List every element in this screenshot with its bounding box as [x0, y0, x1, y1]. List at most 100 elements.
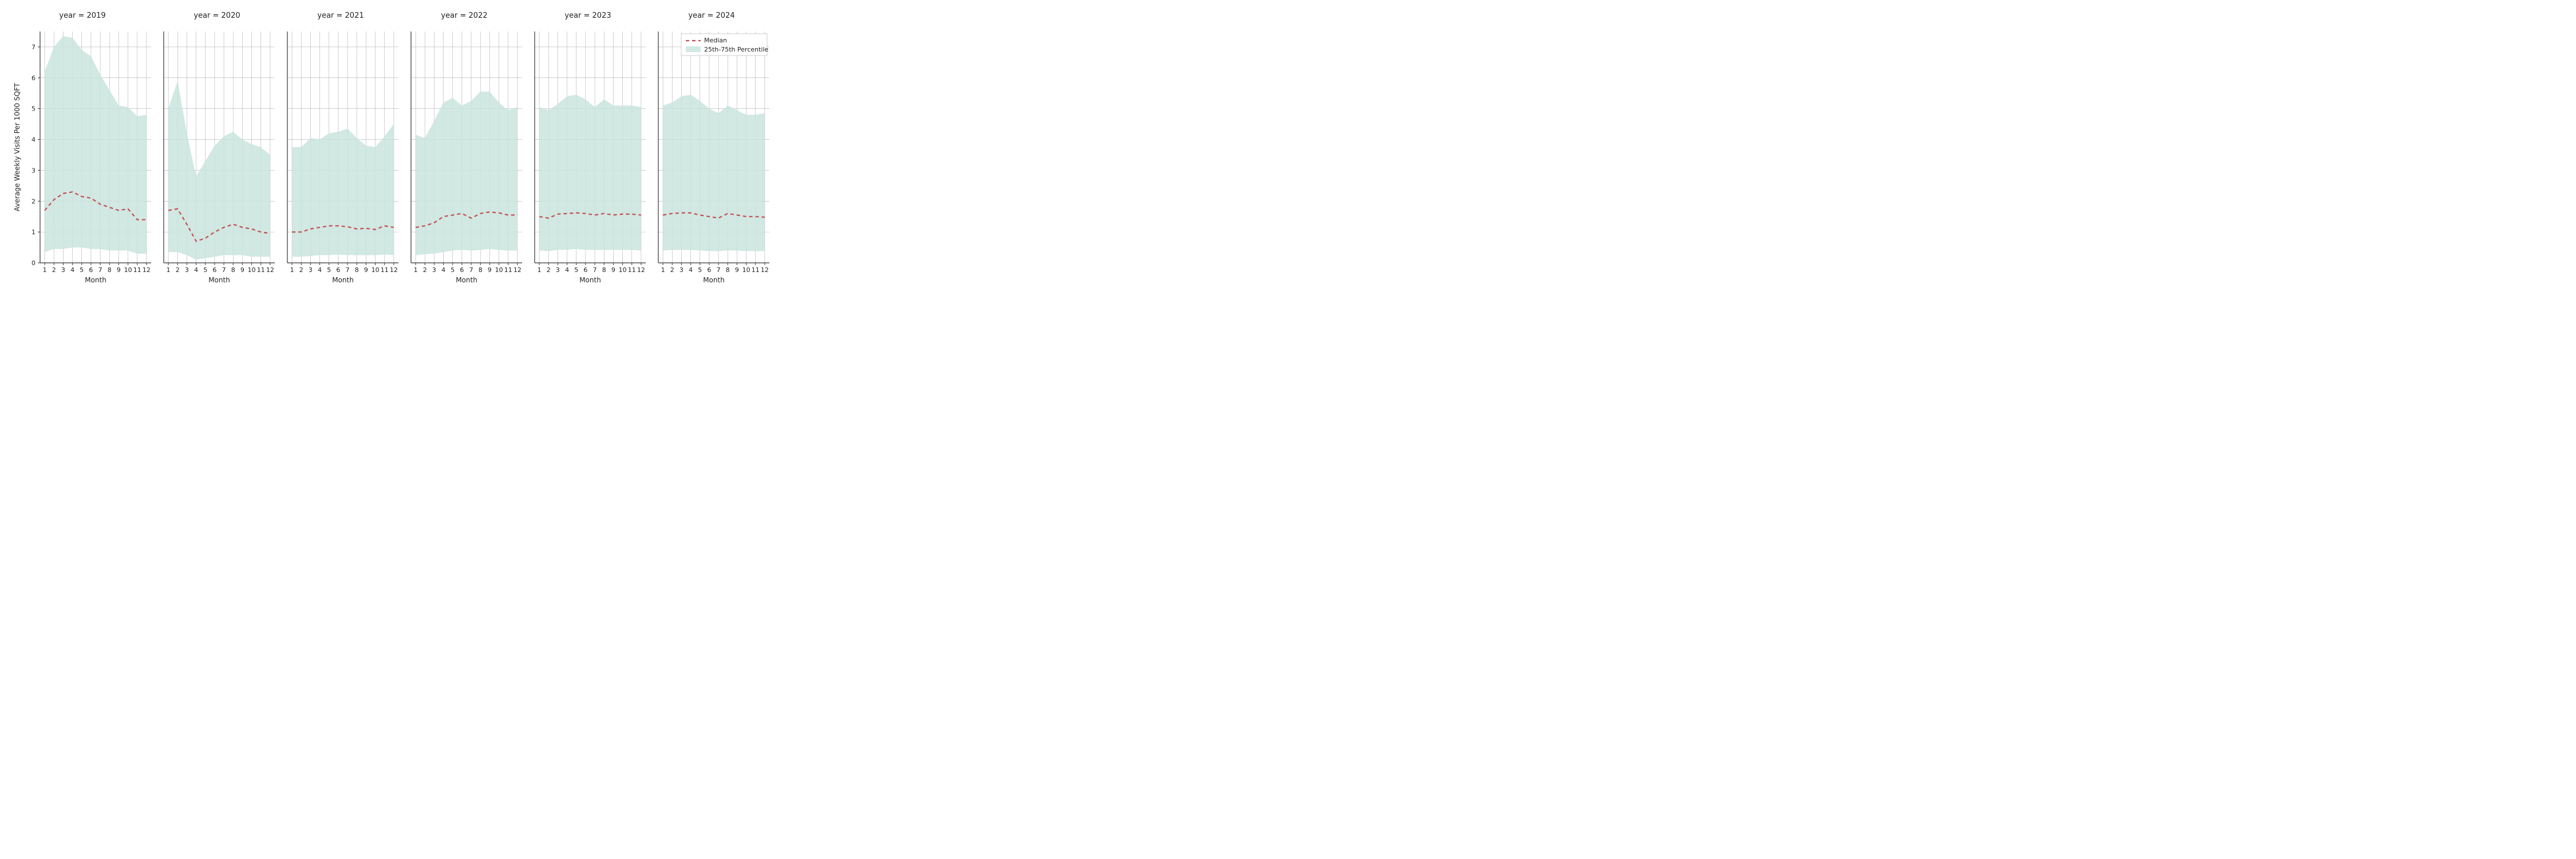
- percentile-band: [539, 94, 641, 251]
- panel: year = 2021 123456789101112Month: [280, 11, 401, 286]
- panel-svg: 123456789101112Month: [528, 22, 648, 286]
- x-tick-label: 1: [167, 266, 171, 274]
- x-tick-label: 7: [469, 266, 473, 274]
- x-tick-label: 6: [336, 266, 340, 274]
- x-tick-label: 6: [89, 266, 93, 274]
- x-tick-label: 8: [726, 266, 730, 274]
- y-tick-label: 5: [31, 105, 35, 113]
- y-tick-label: 7: [31, 44, 35, 51]
- x-tick-label: 11: [504, 266, 512, 274]
- x-tick-label: 3: [679, 266, 683, 274]
- x-tick-label: 7: [222, 266, 226, 274]
- x-tick-label: 5: [451, 266, 455, 274]
- x-tick-label: 8: [355, 266, 359, 274]
- x-tick-label: 11: [628, 266, 636, 274]
- x-tick-label: 2: [52, 266, 56, 274]
- x-tick-label: 3: [61, 266, 65, 274]
- x-tick-label: 9: [611, 266, 615, 274]
- x-tick-label: 10: [372, 266, 380, 274]
- x-tick-label: 1: [414, 266, 418, 274]
- x-tick-label: 8: [108, 266, 112, 274]
- x-tick-label: 5: [698, 266, 702, 274]
- x-tick-label: 2: [547, 266, 551, 274]
- x-tick-label: 4: [194, 266, 198, 274]
- x-tick-label: 9: [117, 266, 121, 274]
- y-tick-label: 2: [31, 198, 35, 205]
- panel-title: year = 2022: [441, 11, 487, 20]
- x-tick-label: 9: [364, 266, 368, 274]
- legend-band-label: 25th-75th Percentile: [704, 46, 769, 53]
- percentile-band: [168, 81, 270, 259]
- x-tick-label: 6: [212, 266, 216, 274]
- x-tick-label: 6: [460, 266, 464, 274]
- panel-title: year = 2024: [688, 11, 734, 20]
- x-tick-label: 5: [203, 266, 207, 274]
- x-axis-label: Month: [332, 276, 354, 284]
- x-tick-label: 4: [441, 266, 445, 274]
- percentile-band: [663, 94, 765, 251]
- x-tick-label: 5: [80, 266, 84, 274]
- percentile-band: [45, 36, 147, 254]
- x-tick-label: 12: [761, 266, 769, 274]
- x-tick-label: 1: [661, 266, 665, 274]
- legend-median-label: Median: [704, 37, 727, 44]
- percentile-band: [292, 124, 394, 257]
- x-tick-label: 8: [479, 266, 483, 274]
- x-tick-label: 3: [556, 266, 560, 274]
- panel-svg: 123456789101112Month01234567Average Week…: [11, 22, 153, 286]
- x-tick-label: 8: [602, 266, 606, 274]
- panel-svg: 123456789101112Month: [404, 22, 524, 286]
- x-tick-label: 10: [495, 266, 503, 274]
- x-tick-label: 2: [299, 266, 303, 274]
- x-tick-label: 10: [124, 266, 132, 274]
- x-tick-label: 5: [574, 266, 578, 274]
- x-axis-label: Month: [85, 276, 106, 284]
- y-tick-label: 3: [31, 167, 35, 174]
- x-tick-label: 2: [423, 266, 427, 274]
- x-tick-label: 8: [231, 266, 235, 274]
- x-tick-label: 4: [565, 266, 569, 274]
- x-tick-label: 4: [318, 266, 322, 274]
- panel: year = 2022 123456789101112Month: [404, 11, 524, 286]
- x-tick-label: 1: [43, 266, 47, 274]
- panel: year = 2023 123456789101112Month: [528, 11, 648, 286]
- x-axis-label: Month: [579, 276, 601, 284]
- panel-svg: 123456789101112Month: [157, 22, 277, 286]
- x-tick-label: 2: [176, 266, 180, 274]
- panel: year = 2020 123456789101112Month: [157, 11, 277, 286]
- panel-title: year = 2023: [564, 11, 611, 20]
- y-axis-label: Average Weekly Visits Per 1000 SQFT: [13, 82, 21, 211]
- x-tick-label: 2: [670, 266, 674, 274]
- x-tick-label: 12: [390, 266, 398, 274]
- panel-title: year = 2021: [317, 11, 364, 20]
- x-tick-label: 11: [752, 266, 760, 274]
- x-tick-label: 5: [327, 266, 331, 274]
- legend-band-swatch: [686, 46, 701, 52]
- x-tick-label: 10: [619, 266, 627, 274]
- x-tick-label: 11: [133, 266, 141, 274]
- x-tick-label: 1: [290, 266, 294, 274]
- y-tick-label: 1: [31, 228, 35, 236]
- x-axis-label: Month: [456, 276, 477, 284]
- x-tick-label: 7: [717, 266, 721, 274]
- y-tick-label: 6: [31, 74, 35, 82]
- x-axis-label: Month: [208, 276, 230, 284]
- x-tick-label: 1: [538, 266, 542, 274]
- x-tick-label: 9: [488, 266, 492, 274]
- x-tick-label: 12: [266, 266, 274, 274]
- x-tick-label: 12: [637, 266, 645, 274]
- x-tick-label: 9: [240, 266, 244, 274]
- x-tick-label: 7: [98, 266, 102, 274]
- y-tick-label: 4: [31, 136, 35, 144]
- x-tick-label: 3: [185, 266, 189, 274]
- panel-title: year = 2020: [193, 11, 240, 20]
- x-tick-label: 3: [309, 266, 313, 274]
- panel-title: year = 2019: [59, 11, 105, 20]
- x-tick-label: 4: [689, 266, 693, 274]
- x-tick-label: 4: [70, 266, 74, 274]
- x-tick-label: 3: [432, 266, 436, 274]
- x-tick-label: 12: [513, 266, 521, 274]
- x-tick-label: 11: [381, 266, 389, 274]
- x-tick-label: 6: [707, 266, 711, 274]
- x-tick-label: 11: [257, 266, 265, 274]
